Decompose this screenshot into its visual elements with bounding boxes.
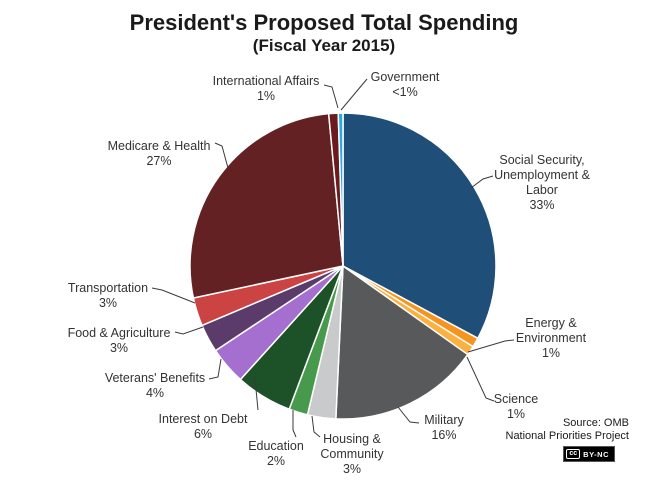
pie-slice-medicare-health	[189, 112, 344, 299]
pie-slice-social-security-unemployment-labor	[342, 112, 497, 340]
leader-science	[466, 356, 495, 402]
leader-housing-community	[311, 415, 321, 438]
cc-license-label: BY-NC	[583, 449, 609, 459]
leader-transportation	[151, 287, 196, 304]
source-line-1: Source: OMB	[562, 417, 629, 429]
source-line-2: National Priorities Project	[505, 430, 630, 442]
leader-food-agriculture	[174, 326, 204, 335]
leader-veterans-benefits	[208, 358, 222, 380]
chart-title: President's Proposed Total Spending	[129, 10, 519, 35]
pie-slice-military	[335, 265, 469, 420]
leader-international-affairs	[323, 84, 339, 109]
leader-medicare-health	[214, 142, 229, 169]
leader-social-security-unemployment-labor	[470, 175, 494, 189]
pie-slice-government	[337, 112, 344, 267]
chart-subtitle: (Fiscal Year 2015)	[252, 36, 396, 55]
cc-by-nc-badge: cc BY-NC	[563, 446, 615, 462]
leader-education	[292, 410, 297, 438]
source-attribution: Source: OMB National Priorities Project …	[505, 417, 630, 462]
pie-slices	[189, 112, 497, 420]
leader-lines	[151, 78, 515, 438]
leader-interest-on-debt	[254, 378, 259, 411]
leader-energy-environment	[467, 339, 515, 353]
leader-military	[397, 406, 420, 424]
cc-icon: cc	[566, 449, 581, 459]
leader-government	[340, 78, 368, 111]
